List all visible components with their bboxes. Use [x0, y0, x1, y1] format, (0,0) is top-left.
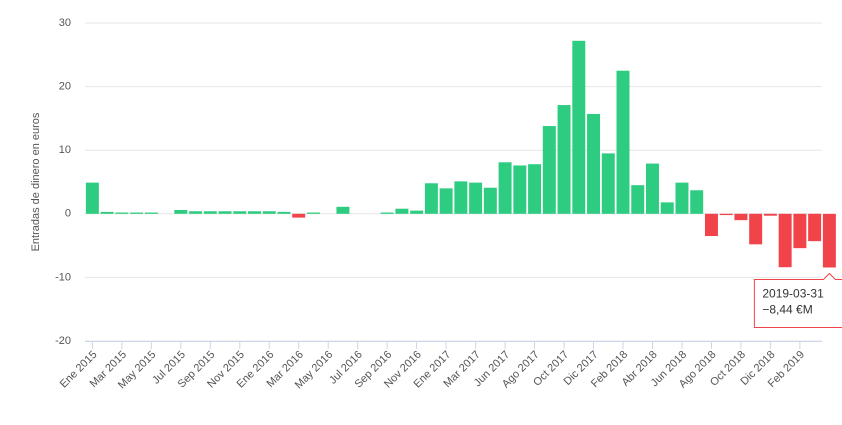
bar	[616, 70, 630, 214]
bar	[690, 190, 704, 214]
bar	[734, 213, 748, 221]
bar	[203, 211, 217, 214]
bar	[778, 213, 792, 268]
bar	[528, 164, 542, 214]
bar	[130, 212, 144, 214]
bar	[763, 213, 777, 216]
bar	[85, 182, 99, 214]
bar	[100, 211, 114, 214]
bar	[277, 211, 291, 214]
bar	[469, 182, 483, 214]
bar	[601, 153, 615, 214]
y-tick-label: 30	[59, 17, 71, 29]
y-axis-label: Entradas de dinero en euros	[30, 112, 42, 251]
bar	[439, 188, 453, 214]
bar	[557, 105, 571, 214]
bar	[292, 213, 306, 218]
bar	[233, 211, 247, 214]
bar	[660, 202, 674, 214]
bar	[306, 212, 320, 214]
tooltip-text: −8,44 €M	[762, 303, 812, 317]
bar	[115, 212, 129, 214]
y-tick-label: 20	[59, 81, 71, 93]
tooltip: 2019-03-31 −8,44 €M	[753, 272, 842, 328]
bar	[822, 213, 836, 268]
bar	[749, 213, 763, 245]
bar	[424, 183, 438, 214]
bar	[454, 181, 468, 214]
bar	[262, 211, 276, 214]
bar	[395, 208, 409, 214]
bar	[189, 211, 203, 214]
bar	[704, 213, 718, 237]
bar	[144, 212, 158, 214]
bar	[483, 187, 497, 214]
bar	[587, 113, 601, 214]
bar	[174, 209, 188, 214]
bar	[498, 162, 512, 214]
y-tick-label: 0	[65, 208, 71, 220]
y-tick-label: 10	[59, 144, 71, 156]
bar	[631, 185, 645, 214]
bar	[410, 210, 424, 214]
bar	[646, 163, 659, 214]
y-tick-label: -20	[55, 335, 71, 347]
bar	[793, 213, 807, 249]
bar	[675, 182, 689, 214]
bar	[218, 211, 232, 214]
tooltip-box	[753, 272, 842, 328]
tooltip-text: 2019-03-31	[762, 287, 824, 301]
bar	[336, 206, 350, 214]
y-tick-label: -10	[55, 271, 71, 283]
bar	[380, 212, 394, 214]
bar	[808, 213, 822, 242]
bar	[572, 40, 586, 214]
bar	[719, 213, 733, 216]
bar	[542, 126, 556, 214]
bar	[513, 165, 527, 214]
bar	[248, 211, 261, 214]
